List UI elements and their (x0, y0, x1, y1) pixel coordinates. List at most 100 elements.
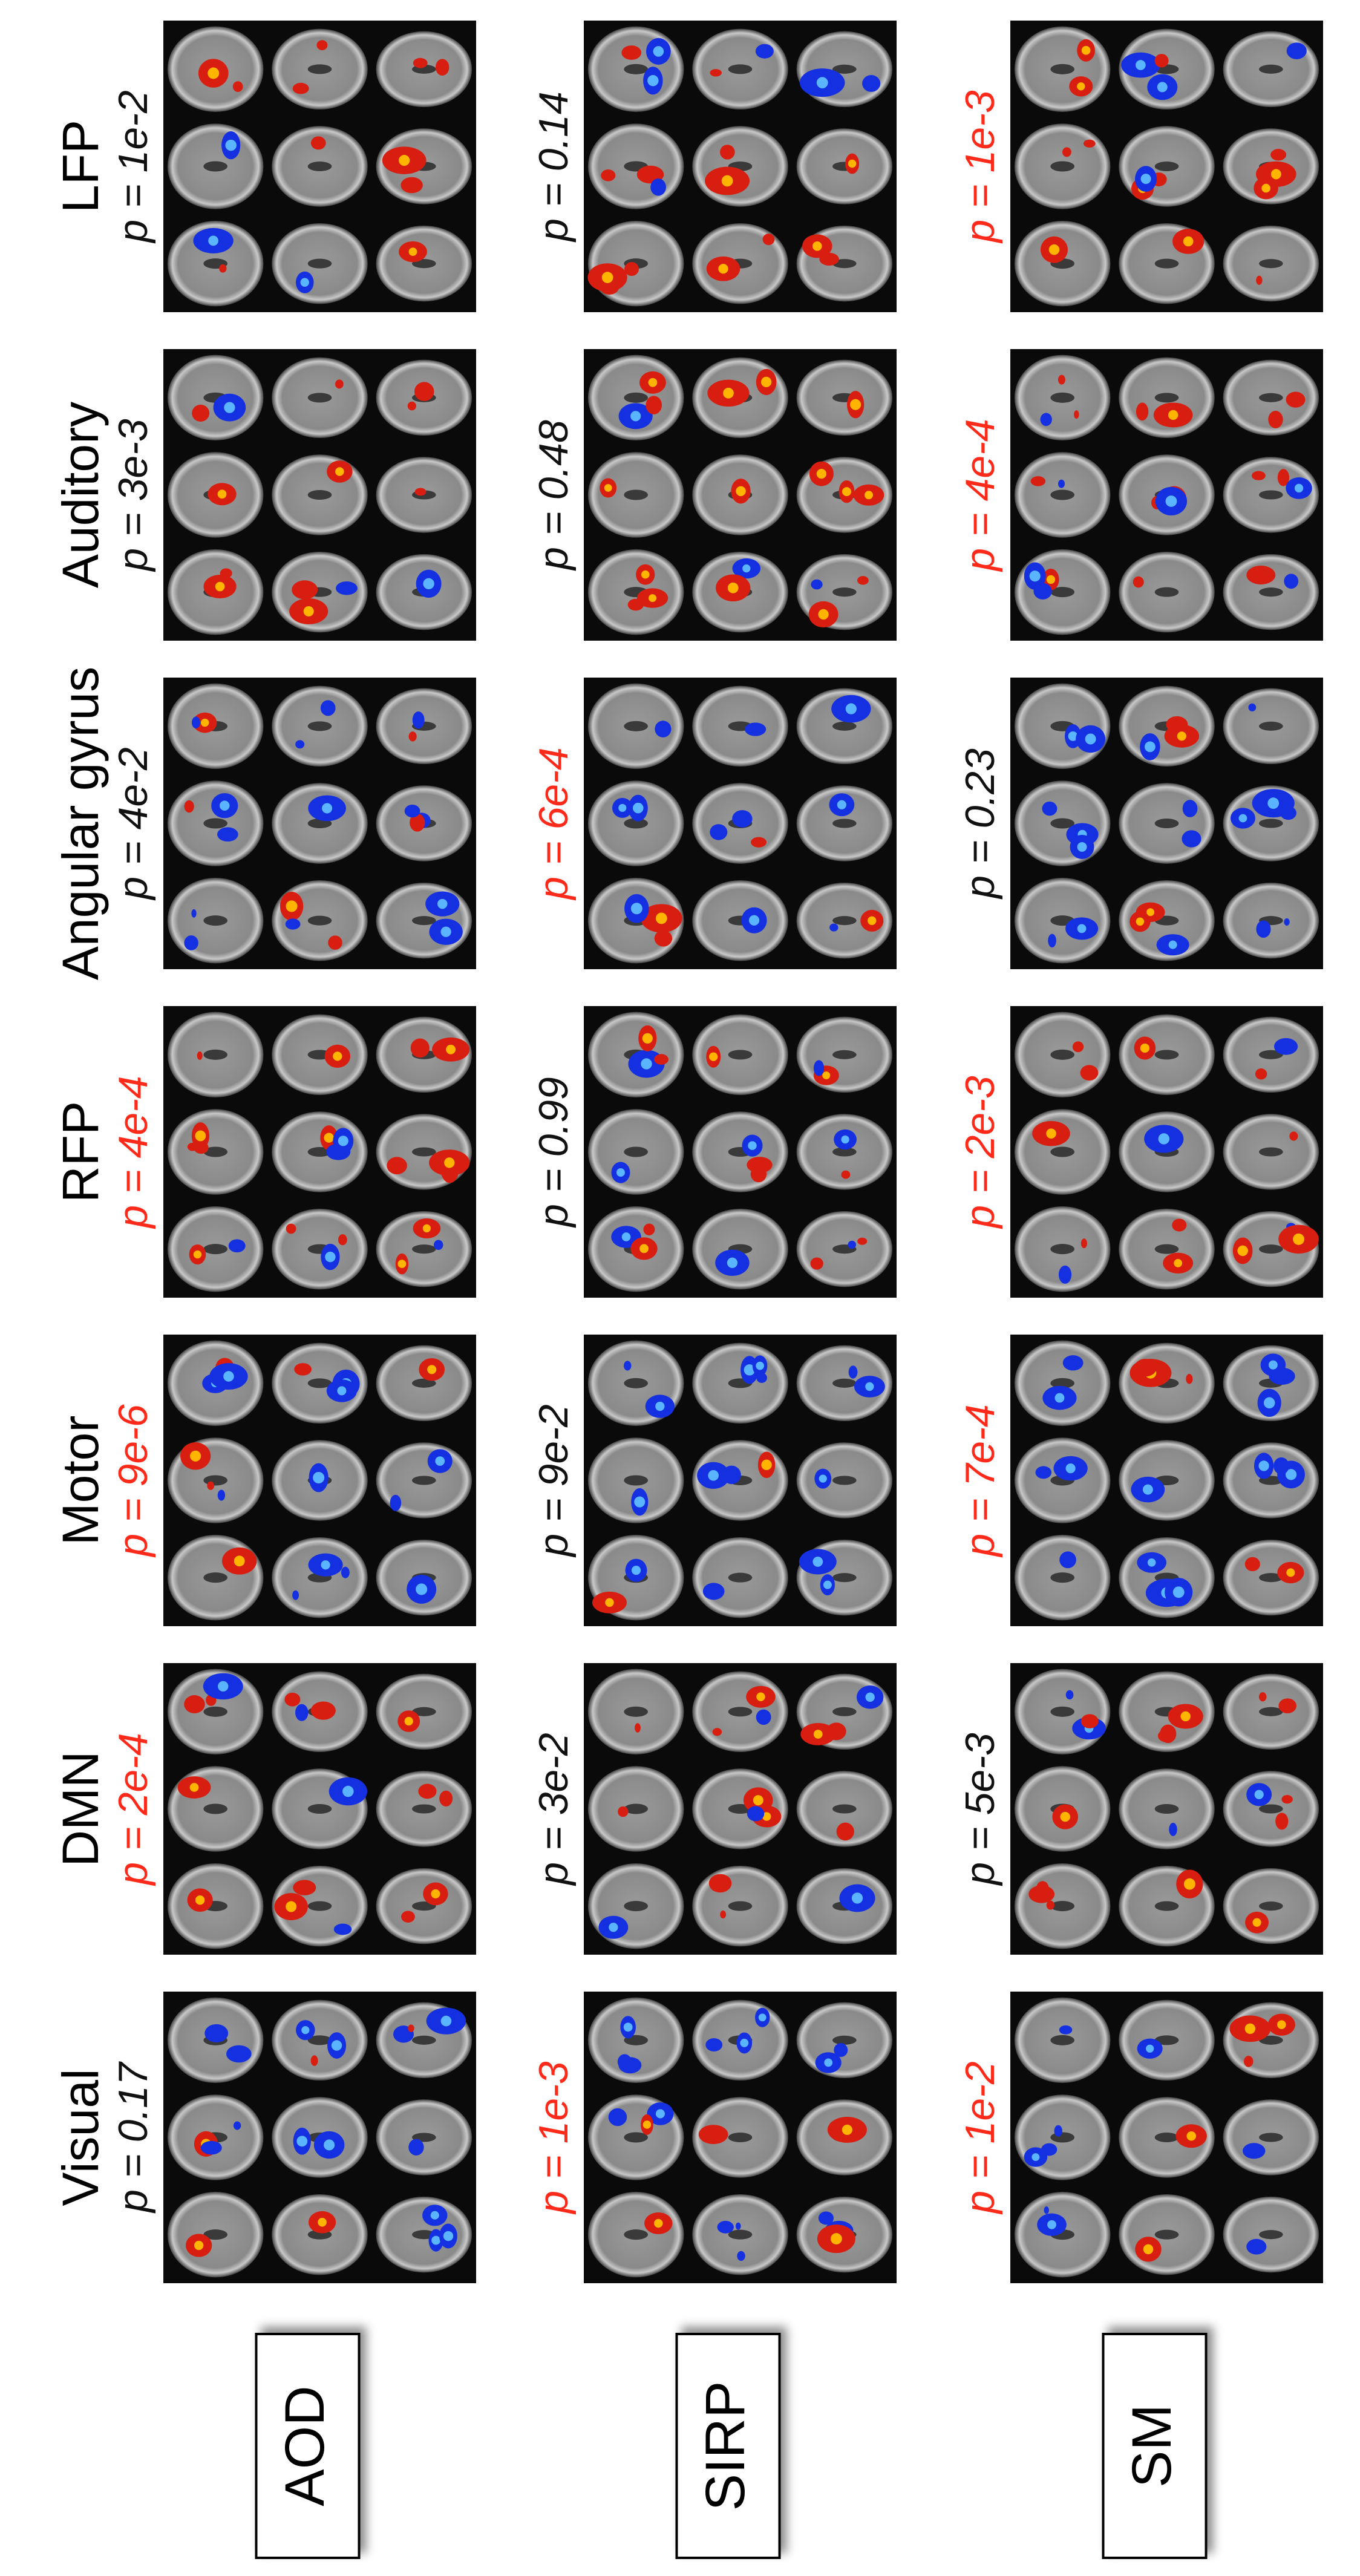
activation-blob (404, 804, 420, 818)
activation-blob (1065, 1690, 1074, 1700)
activation-core (760, 376, 772, 388)
activation-blob (708, 1874, 732, 1893)
activation-blob (1042, 801, 1058, 816)
activation-blob (618, 2057, 642, 2074)
p-value: p = 4e-4 (957, 419, 1003, 572)
activation-core (621, 1232, 631, 1241)
activation-core (756, 1361, 764, 1370)
activation-core (1263, 1397, 1275, 1409)
activation-core (630, 411, 641, 422)
brain-ventricle (1259, 1707, 1283, 1716)
brain-ventricle (832, 259, 857, 269)
brain-ventricle (832, 1050, 857, 1059)
activation-blob (737, 2251, 745, 2261)
brain-ventricle (1259, 1901, 1283, 1911)
brain-panel (584, 678, 897, 969)
activation-blob (410, 1038, 430, 1058)
activation-blob (184, 800, 194, 813)
p-value: p = 9e-2 (531, 1404, 577, 1557)
brain-ventricle (1259, 1244, 1283, 1254)
activation-core (190, 1450, 201, 1462)
activation-blob (310, 2055, 318, 2066)
activation-blob (813, 1060, 825, 1076)
activation-core (753, 1795, 763, 1806)
activation-core (708, 1469, 719, 1481)
brain-ventricle (832, 64, 857, 74)
activation-blob (621, 45, 642, 60)
activation-blob (751, 837, 767, 848)
activation-core (761, 1459, 772, 1471)
activation-core (1135, 60, 1146, 70)
brain-ventricle (624, 1706, 648, 1717)
activation-core (1254, 1790, 1264, 1799)
brain-ventricle (832, 1707, 857, 1716)
activation-core (616, 1168, 625, 1177)
activation-blob (1035, 1466, 1052, 1479)
activation-core (322, 803, 333, 814)
activation-core (333, 1051, 342, 1061)
brain-ventricle (307, 1901, 332, 1911)
activation-core (865, 1382, 874, 1391)
activation-blob (836, 1822, 854, 1841)
activation-blob (720, 145, 735, 160)
activation-core (709, 1052, 718, 1061)
activation-blob (1169, 1822, 1177, 1837)
activation-blob (1284, 918, 1290, 926)
activation-blob (857, 576, 869, 585)
brain-ventricle (1050, 1146, 1074, 1157)
activation-core (1286, 1568, 1295, 1577)
activation-core (1252, 1918, 1261, 1927)
brain-panel (584, 349, 897, 641)
activation-blob (1044, 2206, 1049, 2214)
activation-core (1158, 1133, 1170, 1145)
brain-ventricle (1050, 2132, 1074, 2143)
brain-ventricle (728, 1901, 753, 1911)
brain-ventricle (1050, 1706, 1074, 1717)
activation-blob (293, 1880, 316, 1895)
activation-blob (204, 2024, 229, 2043)
activation-core (842, 2124, 852, 2136)
brain-panel (163, 1663, 476, 1955)
brain-ventricle (1259, 819, 1283, 828)
brain-panel (163, 349, 476, 641)
activation-core (286, 1901, 297, 1912)
activation-core (632, 802, 644, 814)
p-value: p = 1e-2 (957, 2061, 1003, 2214)
activation-core (623, 2022, 633, 2032)
brain-ventricle (1154, 161, 1179, 172)
brain-panel (1010, 1992, 1323, 2283)
activation-core (325, 1251, 336, 1263)
column-label: Auditory (52, 402, 109, 588)
activation-core (318, 2217, 327, 2227)
task-box-frame (255, 2333, 361, 2559)
activation-core (234, 1555, 245, 1567)
activation-core (440, 2015, 452, 2027)
brain-ventricle (1154, 2035, 1179, 2045)
brain-ventricle (307, 258, 332, 269)
activation-core (200, 718, 209, 727)
activation-blob (1281, 1795, 1293, 1804)
activation-core (313, 1471, 325, 1484)
activation-core (1238, 814, 1247, 823)
activation-blob (643, 1223, 655, 1235)
activation-blob (1133, 576, 1144, 588)
brain-ventricle (832, 1476, 857, 1485)
activation-core (648, 378, 658, 387)
brain-ventricle (1259, 259, 1283, 269)
activation-blob (834, 2043, 848, 2058)
activation-blob (200, 2140, 222, 2155)
activation-blob (1062, 1355, 1084, 1371)
activation-core (321, 1560, 330, 1570)
brain-ventricle (1050, 1378, 1074, 1388)
activation-blob (412, 711, 425, 729)
activation-blob (650, 178, 666, 196)
activation-blob (1277, 469, 1290, 486)
activation-blob (1058, 479, 1065, 488)
activation-core (1048, 244, 1060, 255)
activation-core (324, 2139, 335, 2151)
brain-ventricle (412, 1378, 436, 1388)
activation-blob (1080, 1065, 1099, 1081)
activation-blob (755, 44, 774, 59)
activation-blob (1080, 1238, 1087, 1249)
activation-blob (1074, 410, 1079, 419)
